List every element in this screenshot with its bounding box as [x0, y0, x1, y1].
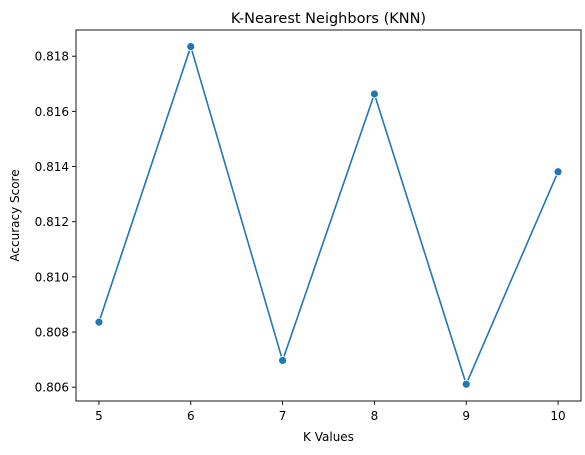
data-point [553, 167, 563, 177]
y-tick-label: 0.808 [35, 326, 69, 340]
y-tick-label: 0.816 [35, 105, 69, 119]
y-tick-label: 0.814 [35, 160, 69, 174]
series-layer [94, 42, 563, 389]
x-axis-label: K Values [303, 430, 354, 444]
y-tick-label: 0.812 [35, 215, 69, 229]
data-point [461, 379, 471, 389]
x-tick-label: 7 [279, 409, 287, 423]
plot-area: 5 6 7 8 9 10 0.8060.8080.8100.8120.8140.8160.… [35, 29, 582, 423]
y-axis: 0.806 0.808 0.810 0.812 0.814 0.816 0.818 [35, 50, 76, 395]
data-point [370, 89, 379, 99]
chart-title: K-Nearest Neighbors (KNN) [231, 11, 426, 27]
x-tick-label: 9 [462, 409, 470, 423]
y-axis-label: Accuracy Score [8, 169, 22, 261]
y-tick-label: 0.806 [35, 381, 69, 395]
series-line [98, 45, 559, 385]
x-tick-label: 8 [371, 409, 379, 423]
x-axis: 5 6 7 8 9 10 [95, 401, 566, 423]
y-tick-label: 0.810 [35, 270, 69, 284]
x-tick-label: 10 [550, 409, 565, 423]
x-tick-label: 5 [95, 409, 103, 423]
data-point [186, 42, 196, 51]
plot-frame [75, 29, 582, 402]
x-tick-label: 6 [187, 409, 195, 423]
y-tick-label: 0.818 [35, 50, 69, 64]
data-point [278, 356, 287, 365]
data-point [94, 317, 104, 327]
